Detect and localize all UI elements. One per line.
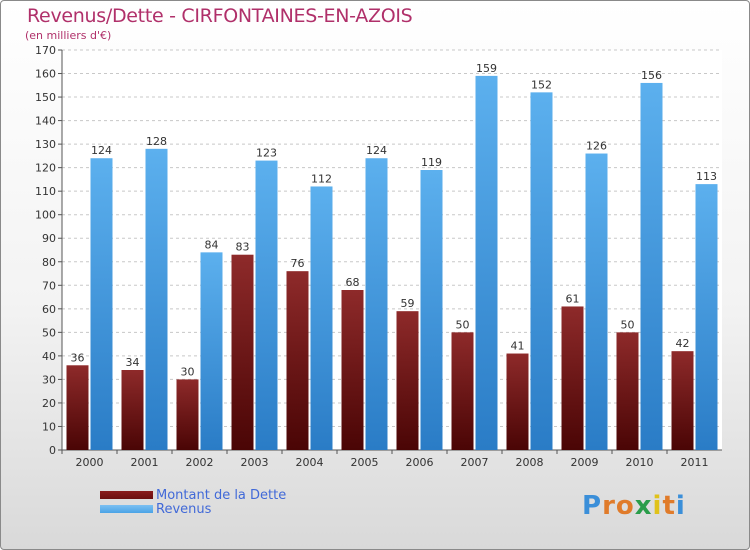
legend-item-dette: Montant de la Dette xyxy=(100,487,287,503)
data-label-dette: 83 xyxy=(236,241,250,254)
bar-revenus xyxy=(90,158,113,450)
y-tick-label: 80 xyxy=(42,256,56,269)
legend-swatch-revenus xyxy=(100,505,153,513)
chart-title: Revenus/Dette - CIRFONTAINES-EN-AZOIS xyxy=(27,5,413,27)
x-tick-label: 2001 xyxy=(131,456,159,469)
x-tick-label: 2011 xyxy=(681,456,709,469)
x-tick-label: 2006 xyxy=(406,456,434,469)
data-label-revenus: 113 xyxy=(696,170,717,183)
bar-dette xyxy=(561,306,584,450)
data-label-dette: 34 xyxy=(126,356,140,369)
data-label-dette: 59 xyxy=(401,297,415,310)
bar-dette xyxy=(66,365,89,450)
bar-dette xyxy=(231,254,254,450)
bar-revenus xyxy=(640,82,663,451)
x-tick-label: 2010 xyxy=(626,456,654,469)
bar-revenus xyxy=(365,158,388,450)
data-label-revenus: 156 xyxy=(641,69,662,82)
x-tick-label: 2000 xyxy=(76,456,104,469)
data-label-dette: 50 xyxy=(621,318,635,331)
y-tick-label: 40 xyxy=(42,350,56,363)
data-label-dette: 36 xyxy=(71,351,85,364)
legend-item-revenus: Revenus xyxy=(100,501,212,517)
data-label-revenus: 126 xyxy=(586,140,607,153)
bar-revenus xyxy=(530,92,553,451)
y-tick-label: 160 xyxy=(35,68,56,81)
x-tick-label: 2008 xyxy=(516,456,544,469)
y-tick-label: 50 xyxy=(42,326,56,339)
y-tick-label: 120 xyxy=(35,162,56,175)
y-tick-label: 130 xyxy=(35,138,56,151)
data-label-revenus: 128 xyxy=(146,135,167,148)
y-tick-label: 20 xyxy=(42,397,56,410)
data-label-revenus: 112 xyxy=(311,172,332,185)
bar-dette xyxy=(396,311,419,450)
y-tick-label: 100 xyxy=(35,209,56,222)
y-tick-label: 170 xyxy=(35,44,56,57)
bar-revenus xyxy=(200,252,223,450)
data-label-revenus: 159 xyxy=(476,62,497,75)
bar-revenus xyxy=(420,170,443,450)
chart-subtitle: (en milliers d'€) xyxy=(25,29,112,42)
logo-letter: r xyxy=(602,491,616,521)
bar-revenus xyxy=(310,186,333,450)
y-tick-label: 140 xyxy=(35,115,56,128)
x-tick-label: 2009 xyxy=(571,456,599,469)
bar-dette xyxy=(616,332,639,450)
y-tick-label: 60 xyxy=(42,303,56,316)
data-label-revenus: 123 xyxy=(256,147,277,160)
data-label-dette: 50 xyxy=(456,318,470,331)
x-tick-label: 2007 xyxy=(461,456,489,469)
proxiti-logo: Proxiti xyxy=(582,491,686,521)
y-tick-label: 10 xyxy=(42,420,56,433)
bar-revenus xyxy=(255,160,278,450)
data-label-dette: 68 xyxy=(346,276,360,289)
bar-revenus xyxy=(695,184,718,450)
bar-dette xyxy=(451,332,474,450)
bar-revenus xyxy=(475,75,498,450)
bar-revenus xyxy=(145,148,168,450)
y-tick-label: 150 xyxy=(35,91,56,104)
bar-dette xyxy=(341,290,364,450)
y-tick-label: 70 xyxy=(42,279,56,292)
bar-dette xyxy=(176,379,199,450)
data-label-dette: 61 xyxy=(566,292,580,305)
y-tick-label: 90 xyxy=(42,232,56,245)
data-label-dette: 41 xyxy=(511,340,525,353)
data-label-revenus: 124 xyxy=(366,144,387,157)
y-tick-label: 30 xyxy=(42,373,56,386)
data-label-dette: 76 xyxy=(291,257,305,270)
logo-letter: P xyxy=(582,491,603,521)
bar-dette xyxy=(506,353,529,450)
data-label-revenus: 124 xyxy=(91,144,112,157)
data-label-revenus: 119 xyxy=(421,156,442,169)
bar-dette xyxy=(671,351,694,450)
data-label-dette: 42 xyxy=(676,337,690,350)
bar-revenus xyxy=(585,153,608,450)
legend-label-revenus: Revenus xyxy=(156,501,212,517)
data-label-revenus: 84 xyxy=(205,238,219,251)
x-tick-label: 2005 xyxy=(351,456,379,469)
data-label-revenus: 152 xyxy=(531,78,552,91)
x-tick-label: 2003 xyxy=(241,456,269,469)
bar-dette xyxy=(286,271,309,450)
logo-letter: o xyxy=(615,491,635,521)
y-tick-label: 0 xyxy=(49,444,56,457)
legend-swatch-dette xyxy=(100,491,153,499)
logo-letter: i xyxy=(675,491,686,521)
legend-label-dette: Montant de la Dette xyxy=(156,487,287,503)
x-tick-label: 2002 xyxy=(186,456,214,469)
x-tick-label: 2004 xyxy=(296,456,324,469)
bar-dette xyxy=(121,370,144,450)
data-label-dette: 30 xyxy=(181,365,195,378)
logo-letter: i xyxy=(652,491,663,521)
plot-area xyxy=(62,50,722,450)
logo-letter: x xyxy=(634,491,653,521)
logo-letter: t xyxy=(662,491,676,521)
y-tick-label: 110 xyxy=(35,185,56,198)
